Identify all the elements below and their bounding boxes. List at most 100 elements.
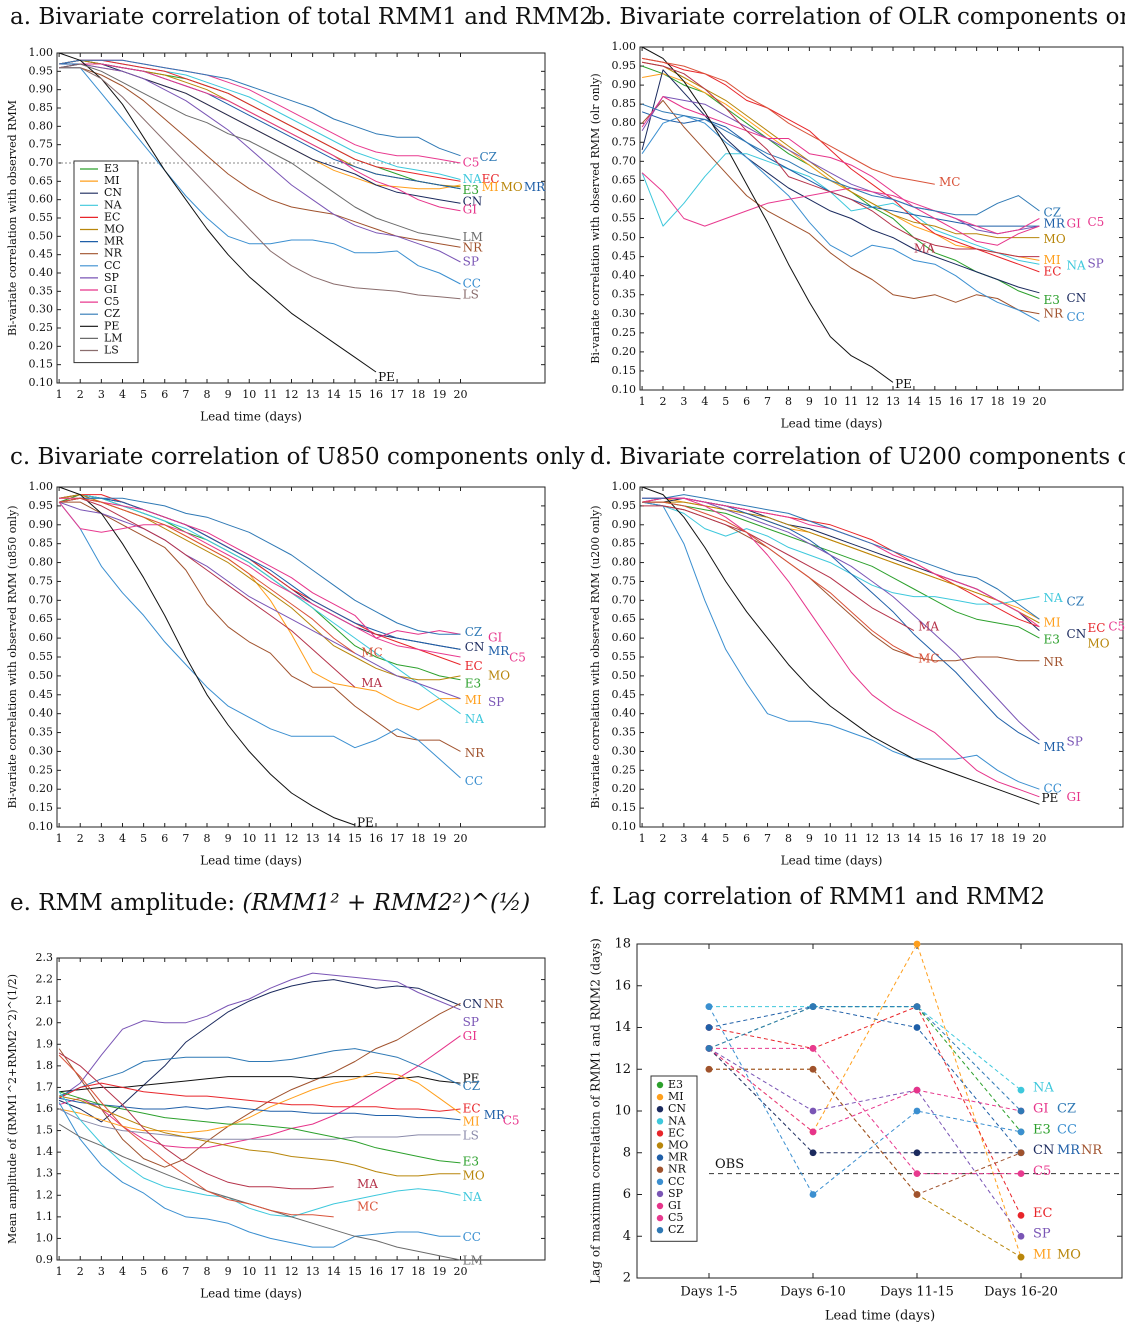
y-tick-label: 1.9	[36, 1037, 54, 1050]
x-tick-label: 2	[660, 395, 667, 408]
x-tick-label: Days 11-15	[880, 1285, 954, 1300]
data-point-mi	[913, 940, 921, 948]
x-tick-label: Days 1-5	[680, 1285, 737, 1300]
legend-marker	[656, 1130, 664, 1137]
x-tick-label: 14	[327, 832, 341, 845]
series-label-pe: PE	[1041, 791, 1058, 805]
series-line-cn	[59, 494, 461, 650]
y-tick-label: 0.30	[612, 307, 637, 320]
series-line-cc	[708, 1006, 1022, 1196]
x-tick-label: 6	[161, 388, 168, 401]
x-tick-label: 16	[369, 1265, 383, 1278]
x-tick-label: 7	[764, 395, 771, 408]
legend-label-gi: GI	[104, 283, 117, 296]
x-tick-label: Days 6-10	[780, 1285, 846, 1300]
panel-d-chart: 0.10 0.15 0.20 0.25 0.30 0.35 0.40 0.45 0.50 0.55…	[589, 480, 1125, 868]
legend-label-e3: E3	[668, 1078, 683, 1091]
legend-label-cn: CN	[104, 186, 122, 199]
series-line-mr	[59, 1097, 461, 1121]
y-tick-label: 0.70	[29, 156, 54, 169]
x-axis-label: Lead time (days)	[781, 417, 883, 431]
y-tick-label: 0.70	[612, 593, 637, 606]
series-line-nr	[641, 99, 1040, 315]
y-axis-label: Bi-variate correlation with observed RMM…	[589, 73, 602, 363]
legend-label-na: NA	[668, 1114, 687, 1127]
x-tick-label: 14	[907, 832, 921, 845]
series-label-mr: MR	[488, 644, 510, 658]
x-tick-label: 20	[453, 1265, 467, 1278]
series-label-ec: EC	[465, 659, 483, 673]
series-line-c5	[58, 501, 461, 658]
series-line-cn	[58, 979, 461, 1123]
y-tick-label: 0.10	[612, 820, 637, 833]
x-tick-label: 13	[306, 388, 320, 401]
series-label-pe: PE	[895, 377, 912, 391]
series-line-cc	[59, 67, 461, 285]
series-line-c5	[642, 497, 1040, 628]
data-point-c5	[809, 1044, 817, 1052]
data-point-gi	[809, 1128, 817, 1136]
x-tick-label: 19	[1011, 832, 1025, 845]
data-point-cn	[809, 1149, 817, 1157]
series-label-pe: PE	[463, 1071, 480, 1085]
y-tick-label: 1.0	[36, 1231, 54, 1244]
legend-label-cc: CC	[104, 259, 121, 272]
series-label-mo: MO	[1044, 232, 1066, 246]
series-label-na: NA	[463, 172, 483, 186]
series-label-cn: CN	[463, 997, 483, 1011]
series-label-ls: LS	[463, 288, 479, 302]
series-line-lm	[58, 1123, 461, 1261]
legend-label-sp: SP	[104, 271, 120, 284]
x-tick-label: 3	[98, 1265, 105, 1278]
y-tick-label: 8	[623, 1145, 631, 1160]
y-tick-label: 0.65	[29, 612, 54, 625]
series-line-mi	[708, 942, 1022, 1258]
series-label-na: NA	[1067, 259, 1087, 273]
series-line-mr	[642, 497, 1040, 745]
series-line-na	[642, 501, 1040, 605]
x-tick-label: 9	[225, 1265, 232, 1278]
series-line-pe	[641, 486, 1040, 805]
series-label-mi: MI	[1033, 1248, 1051, 1263]
x-tick-label: 13	[886, 395, 900, 408]
y-tick-label: 0.15	[29, 358, 54, 371]
panel-b-title: b. Bivariate correlation of OLR componen…	[590, 4, 1125, 30]
series-label-nr: NR	[465, 746, 486, 760]
x-tick-label: 1	[639, 395, 646, 408]
y-tick-label: 18	[614, 937, 631, 952]
legend-label-c5: C5	[668, 1211, 683, 1224]
series-label-mo: MO	[501, 180, 523, 194]
y-tick-label: 0.35	[29, 284, 54, 297]
series-line-sp	[642, 497, 1040, 741]
series-label-mi: MI	[465, 693, 482, 707]
series-label-gi: GI	[463, 202, 478, 216]
x-tick-label: 17	[390, 1265, 404, 1278]
y-tick-label: 0.25	[29, 321, 54, 334]
x-tick-label: 2	[77, 832, 84, 845]
series-line-e3	[708, 1006, 1022, 1133]
series-label-mc: MC	[918, 651, 939, 665]
x-tick-label: 10	[242, 388, 256, 401]
y-tick-label: 0.20	[612, 782, 637, 795]
x-tick-label: 4	[701, 832, 708, 845]
series-line-nr	[59, 501, 461, 752]
y-tick-label: 0.60	[29, 193, 54, 206]
series-label-cn: CN	[1033, 1143, 1054, 1158]
x-tick-label: 20	[1032, 832, 1046, 845]
y-axis-label: Bi-variate correlation with observed RMM…	[6, 505, 19, 808]
series-line-nr	[58, 1002, 461, 1168]
series-label-cc: CC	[1067, 310, 1085, 324]
panel-e-title: e. RMM amplitude: (RMM1² + RMM2²)^(½)	[10, 890, 530, 916]
data-point-c5	[1017, 1170, 1025, 1178]
legend-label-c5: C5	[104, 295, 119, 308]
y-tick-label: 1.4	[36, 1145, 54, 1158]
panel-c-chart: 0.10 0.15 0.20 0.25 0.30 0.35 0.40 0.45 0.50 0.55…	[6, 480, 546, 868]
y-tick-label: 1.2	[36, 1188, 54, 1201]
y-tick-label: 0.35	[612, 726, 637, 739]
panel-e-letter: e.	[10, 890, 31, 916]
x-tick-label: 3	[98, 832, 105, 845]
series-line-mi	[59, 1071, 461, 1134]
legend-marker	[656, 1227, 664, 1234]
y-tick-label: 10	[614, 1104, 631, 1119]
series-label-cn: CN	[1067, 627, 1087, 641]
